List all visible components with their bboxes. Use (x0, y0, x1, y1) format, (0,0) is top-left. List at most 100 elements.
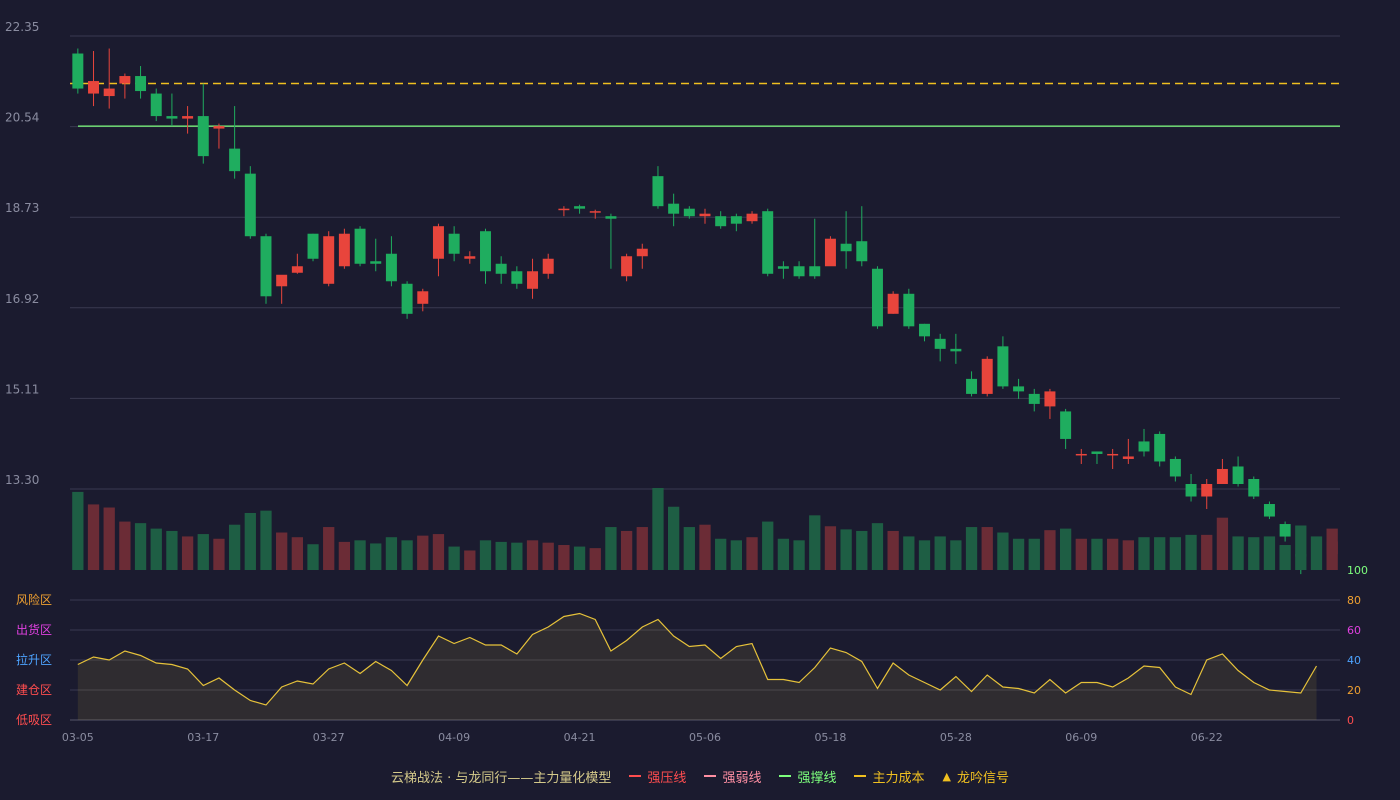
triangle-icon: ▲ (942, 769, 951, 783)
volume-bar (997, 532, 1009, 570)
candle (338, 228, 350, 269)
volume-bar (871, 523, 884, 570)
volume-bar (181, 536, 194, 570)
date-tick-label: 03-05 (62, 731, 94, 744)
volume-bar (762, 521, 774, 570)
candle (542, 253, 554, 279)
candle-body (919, 323, 930, 337)
candle-body (229, 148, 241, 172)
volume-bar (323, 527, 335, 570)
candle-body (777, 266, 789, 269)
indicator-line (77, 612, 1318, 706)
volume-bar (479, 540, 492, 570)
volume-bar (103, 507, 115, 570)
candle (1216, 458, 1228, 484)
volume-bar (793, 540, 805, 570)
volume-bar (1263, 536, 1276, 570)
candle (291, 253, 303, 274)
zone-label: 拉升区 (16, 652, 52, 667)
candle-body (840, 243, 852, 252)
candle (1201, 478, 1213, 510)
candle-body (1044, 391, 1056, 407)
candle (182, 106, 194, 134)
price-tick-label: 16.92 (5, 292, 39, 306)
volume-bars (72, 488, 1338, 570)
volume-bar (276, 532, 288, 570)
candle-body (762, 211, 774, 274)
volume-bar (370, 543, 382, 570)
candle-body (72, 53, 84, 89)
volume-bar (1154, 537, 1166, 570)
volume-bar (667, 506, 680, 570)
candle-body (480, 231, 491, 272)
candle-body (166, 116, 178, 119)
candle (354, 226, 366, 267)
date-tick-label: 06-22 (1191, 731, 1223, 744)
candle-body (260, 236, 272, 297)
candle (762, 208, 774, 277)
volume-bar (620, 530, 633, 570)
candle-body (981, 358, 993, 394)
candle (119, 73, 131, 99)
candle (72, 48, 84, 94)
volume-bar (495, 541, 507, 570)
volume-bar (746, 537, 758, 570)
volume-bar (401, 540, 413, 570)
volume-bar (1169, 537, 1182, 570)
candle (730, 213, 742, 232)
candle-body (871, 268, 883, 327)
candle (1279, 521, 1291, 542)
volume-bar (119, 521, 131, 570)
candle-body (213, 126, 225, 129)
candle (966, 371, 978, 397)
candle-body (464, 256, 476, 259)
volume-bar (981, 527, 993, 570)
volume-bar (1028, 538, 1040, 570)
volume-bar (715, 538, 727, 570)
candle (1232, 456, 1244, 487)
date-axis: 03-05 03-17 03-27 04-09 04-21 05-06 05-18 05-28… (62, 731, 1223, 744)
candle (652, 166, 664, 209)
indicator-tick-label: 20 (1347, 684, 1361, 697)
candle-body (1169, 458, 1181, 477)
volume-bar (385, 537, 398, 570)
volume-bar (809, 515, 821, 570)
candle (276, 274, 288, 304)
candle-body (903, 293, 915, 327)
candle (197, 83, 209, 164)
volume-bar (354, 540, 366, 570)
candle-body (448, 233, 460, 254)
volume-bar (1091, 538, 1103, 570)
volume-bar (260, 510, 272, 570)
candle-body (385, 253, 397, 282)
candle (464, 251, 476, 264)
candle (495, 256, 507, 284)
volume-bar (1059, 528, 1072, 570)
candle-body (401, 283, 413, 314)
candle (809, 218, 821, 279)
candle-body (88, 81, 100, 94)
legend-label: 强压线 (647, 770, 687, 786)
candle-body (527, 271, 539, 289)
candle (323, 231, 335, 287)
candle (793, 261, 805, 279)
volume-bar (965, 527, 978, 570)
candle (981, 356, 993, 397)
indicator-tick-label: 100 (1347, 564, 1368, 577)
candle (746, 211, 758, 224)
indicator-tick-label: 0 (1347, 714, 1354, 727)
candle (605, 213, 617, 269)
candle (589, 209, 601, 219)
date-tick-label: 05-18 (814, 731, 846, 744)
legend-label: 云梯战法 · 与龙同行——主力量化模型 (391, 770, 612, 786)
candle-body (1138, 441, 1150, 452)
candle-body (574, 206, 586, 209)
volume-bar (636, 527, 648, 570)
candle (88, 51, 100, 107)
candle-body (495, 263, 507, 274)
legend-item: 强弱线 (704, 767, 761, 786)
candle-body (1216, 468, 1228, 484)
candle (950, 333, 962, 364)
candle-body (1107, 453, 1119, 456)
